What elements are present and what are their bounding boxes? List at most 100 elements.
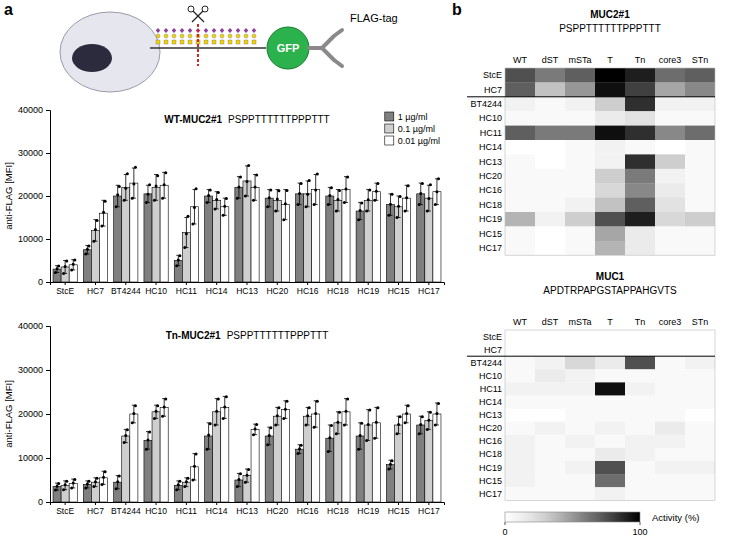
heatmap-cell [625,169,655,184]
legend-item: 0.1 µg/ml [385,124,435,134]
heatmap-cell [505,396,535,409]
heatmap-cell [685,212,715,227]
replicate-dot [313,426,316,429]
bar [372,192,380,282]
heatmap-cell [655,68,685,83]
bar [403,198,411,282]
replicate-dot [104,200,107,203]
bar [304,194,312,282]
heatmap-cell [505,212,535,227]
bar [265,436,273,502]
error-bar [405,185,409,211]
heatmap-cell [565,448,595,461]
heatmap-cell [535,82,565,97]
row-label: BT4244 [470,99,502,109]
heatmap-cell [595,435,625,448]
x-tick: HC13 [236,282,258,296]
glycan-galnac [172,40,176,44]
replicate-dot [94,228,97,231]
y-tick: 30000 [18,148,50,158]
error-bar [102,200,106,226]
heatmap-cell [685,396,715,409]
error-bar [116,185,120,207]
heatmap-cell [655,422,685,435]
replicate-dot [360,422,363,425]
replicate-dot [252,199,255,202]
replicate-dot [134,404,137,407]
glycan-galnac [228,40,232,44]
x-tick: HC10 [145,502,167,516]
replicate-dot [206,201,209,204]
replicate-dot [300,182,303,185]
heatmap-cell [625,140,655,155]
replicate-dot [62,272,65,275]
bar [403,414,411,502]
tick-mark [337,282,338,285]
glycan-galnac [212,40,216,44]
replicate-dot [84,486,87,489]
replicate-dot [399,415,402,418]
replicate-dot [328,194,331,197]
replicate-dot [300,444,303,447]
x-tick: HC11 [176,282,197,296]
replicate-dot [132,182,135,185]
heatmap-cell [535,487,565,500]
error-bar-stem [360,423,361,449]
error-bar-stem [156,405,157,418]
heatmap-cell [625,422,655,435]
bar [152,412,160,502]
gfp [267,27,309,69]
heatmap-cell [565,343,595,356]
row-label: HC15 [479,476,502,486]
glycan-sia [252,28,257,33]
heatmap-cell [655,448,685,461]
heatmap-cell [505,198,535,213]
replicate-dot [84,253,87,256]
replicate-dot [335,432,338,435]
heatmap-cell [685,183,715,198]
error-bar-stem [299,183,300,205]
flag-tag-label: FLAG-tag [350,12,398,24]
glycan-gal [164,34,168,38]
replicate-dot [223,405,226,408]
replicate-dot [368,188,371,191]
heatmap-cell [655,461,685,474]
error-bar [267,427,271,445]
error-bar [388,194,392,216]
replicate-dot [252,433,255,436]
replicate-dot [435,190,438,193]
replicate-dot [123,199,126,202]
bar [160,185,168,282]
row-label: HC14 [479,142,502,152]
glycan-galnac [188,40,192,44]
error-bar-stem [269,427,270,445]
replicate-dot [86,482,89,485]
replicate-dot [206,448,209,451]
x-tick-label: StcE [56,286,74,296]
error-bar [253,175,257,201]
replicate-dot [375,421,378,424]
heatmap-cell [685,461,715,474]
replicate-dot [336,198,339,201]
error-bar [184,218,188,248]
replicate-dot [338,189,341,192]
x-tick: HC7 [87,502,104,516]
peptide-chain [150,47,266,49]
replicate-dot [429,183,432,186]
replicate-dot [183,246,186,249]
heatmap-cell [565,356,595,369]
colorbar-tick [640,522,641,525]
row-label: HC20 [479,423,502,433]
error-bar [132,168,136,198]
replicate-dot [65,480,68,483]
heatmap-cell [625,126,655,141]
replicate-dot [236,485,239,488]
heatmap-cell [565,422,595,435]
error-bar [358,423,362,449]
error-bar-stem [103,471,104,484]
column-label: core3 [659,317,682,327]
error-bar-stem [315,401,316,427]
heatmap-cell [565,382,595,395]
axis-line [51,503,445,506]
error-bar [116,476,120,489]
